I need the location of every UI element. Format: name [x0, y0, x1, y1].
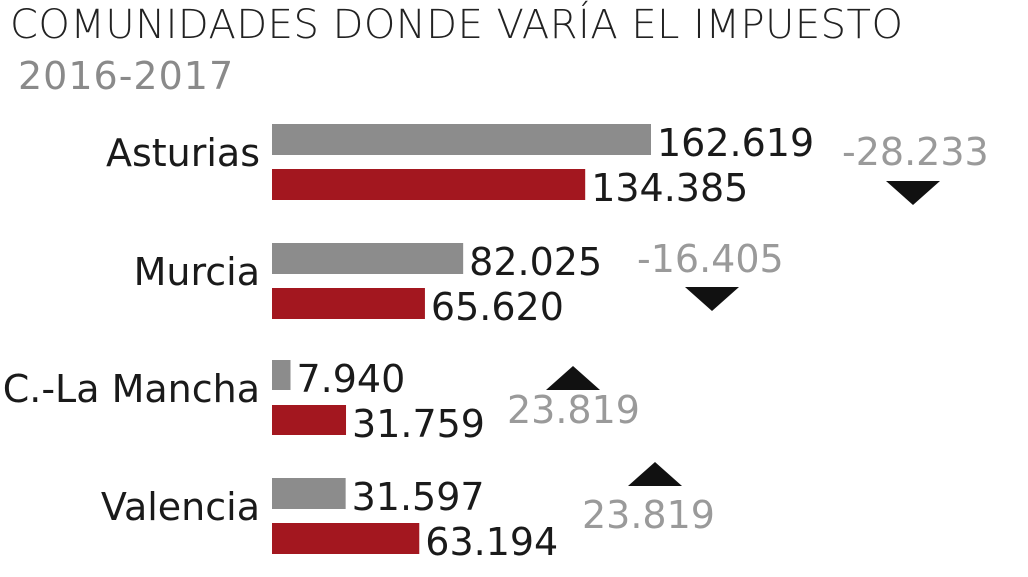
- bar: [272, 405, 347, 435]
- category-label: C.-La Mancha: [3, 367, 260, 411]
- value-label: 7.940: [297, 357, 406, 401]
- category-label: Valencia: [101, 485, 260, 529]
- bar: [272, 360, 291, 390]
- bar: [272, 523, 420, 554]
- bar: [272, 124, 651, 155]
- value-label: 65.620: [431, 285, 564, 329]
- triangle-up-icon: [628, 462, 682, 486]
- triangle-up-icon: [546, 366, 600, 390]
- category-label: Murcia: [134, 250, 260, 294]
- category-label: Asturias: [106, 131, 260, 175]
- difference-label: 23.819: [507, 388, 640, 432]
- difference-label: -28.233: [842, 130, 989, 174]
- value-label: 82.025: [469, 240, 602, 284]
- triangle-down-icon: [886, 181, 940, 205]
- bar: [272, 243, 464, 274]
- difference-label: -16.405: [637, 237, 784, 281]
- bar: [272, 288, 425, 319]
- chart-title: COMUNIDADES DONDE VARÍA EL IMPUESTO: [10, 2, 904, 48]
- value-label: 31.597: [352, 475, 485, 519]
- bar: [272, 169, 586, 200]
- value-label: 31.759: [352, 402, 485, 446]
- triangle-down-icon: [685, 287, 739, 311]
- chart-subtitle: 2016-2017: [18, 54, 235, 98]
- value-label: 162.619: [657, 121, 814, 165]
- value-label: 134.385: [591, 166, 748, 210]
- difference-label: 23.819: [582, 493, 715, 537]
- value-label: 63.194: [425, 520, 558, 564]
- bar: [272, 478, 346, 509]
